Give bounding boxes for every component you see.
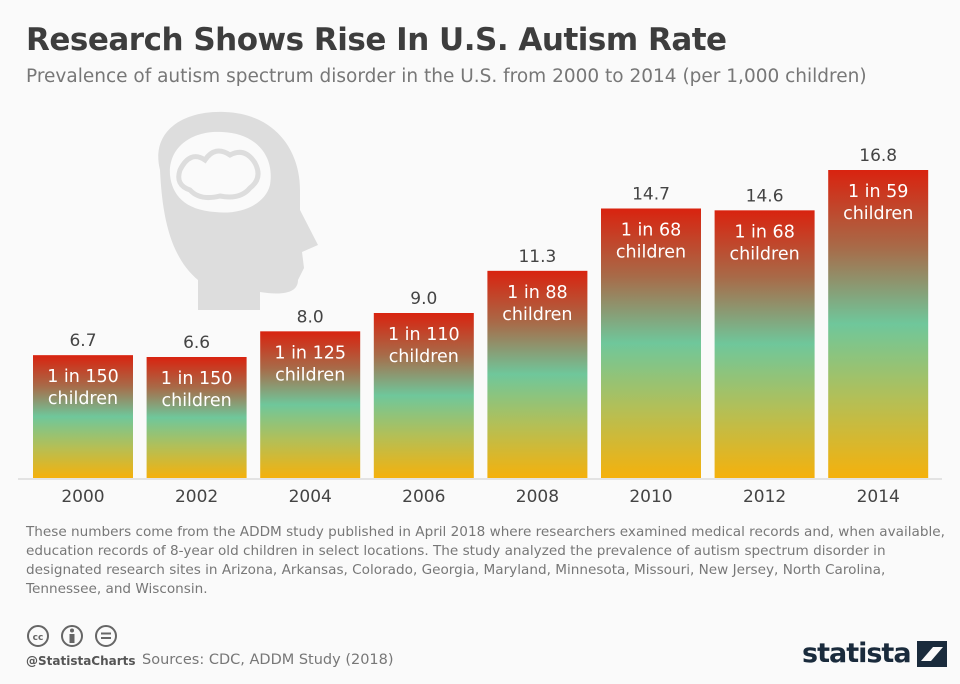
x-tick-label: 2012 [743, 487, 786, 507]
x-tick-label: 2004 [289, 487, 332, 507]
bar-annotation: 1 in 150 [47, 367, 119, 387]
chart-title: Research Shows Rise In U.S. Autism Rate [26, 22, 727, 58]
nd-icon [95, 625, 117, 647]
by-icon [61, 625, 83, 647]
x-tick-label: 2002 [175, 487, 218, 507]
logo-text: statista [802, 638, 912, 669]
chart-subtitle: Prevalence of autism spectrum disorder i… [26, 66, 867, 87]
bar [260, 331, 361, 478]
bar-annotation: children [843, 204, 913, 224]
cc-icon: cc [27, 625, 49, 647]
bar-annotation: 1 in 68 [734, 222, 794, 242]
bar-annotation: 1 in 150 [161, 369, 233, 389]
value-label: 14.6 [746, 186, 784, 206]
bar [33, 355, 133, 478]
bar [487, 270, 588, 478]
bar-annotation: children [48, 389, 118, 409]
x-tick-label: 2008 [516, 487, 559, 507]
source-text: Sources: CDC, ADDM Study (2018) [142, 652, 394, 668]
x-tick-label: 2010 [629, 487, 672, 507]
bar-annotation: children [161, 391, 231, 411]
bar-annotation: 1 in 68 [621, 221, 681, 241]
statista-logo-icon [916, 640, 947, 667]
bar-annotation: children [502, 305, 572, 325]
x-tick-label: 2006 [402, 487, 445, 507]
svg-text:cc: cc [33, 633, 44, 643]
x-tick-label: 2014 [857, 487, 900, 507]
bar-annotation: children [729, 244, 799, 264]
value-label: 9.0 [410, 289, 437, 309]
bar-annotation: 1 in 59 [848, 182, 908, 202]
bar-annotation: 1 in 88 [507, 283, 567, 303]
value-label: 6.6 [183, 333, 210, 353]
bar [714, 210, 815, 479]
footnote: These numbers come from the ADDM study p… [26, 524, 945, 597]
twitter-handle: @StatistaCharts [26, 654, 136, 668]
x-tick-label: 2000 [61, 487, 104, 507]
value-label: 16.8 [859, 146, 897, 166]
statista-logo: statista [802, 638, 947, 669]
value-label: 11.3 [518, 247, 556, 267]
bar-annotation: 1 in 110 [388, 325, 460, 345]
creative-commons-icons: cc [27, 625, 117, 647]
bar [146, 357, 247, 478]
bar [828, 170, 929, 478]
value-label: 6.7 [69, 331, 96, 351]
bar-annotation: children [275, 365, 345, 385]
bar-annotation: children [389, 347, 459, 367]
value-label: 14.7 [632, 185, 670, 205]
bar-annotation: children [616, 243, 686, 263]
bar [601, 208, 701, 478]
bar [373, 313, 474, 478]
bar-annotation: 1 in 125 [274, 343, 346, 363]
head-brain-icon [158, 111, 318, 310]
value-label: 8.0 [297, 307, 324, 327]
